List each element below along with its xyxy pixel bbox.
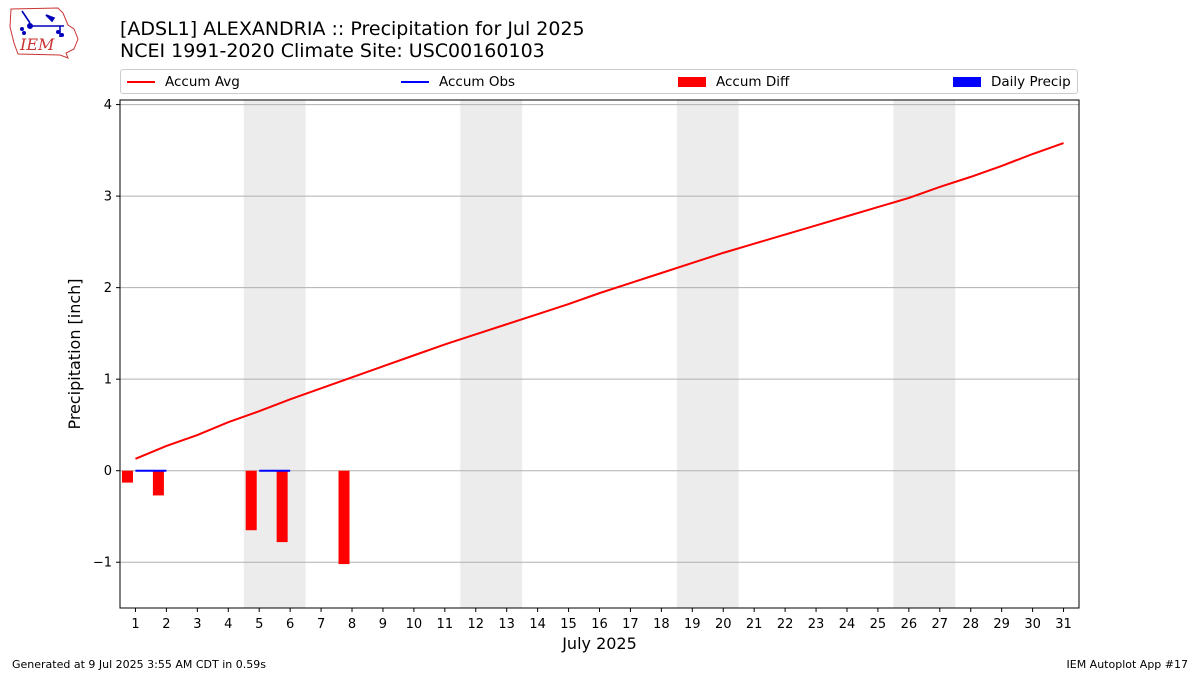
legend-item-accum-obs: Accum Obs bbox=[401, 70, 515, 93]
x-tick-label: 6 bbox=[286, 617, 294, 632]
x-tick-label: 10 bbox=[406, 617, 423, 632]
legend-swatch bbox=[678, 76, 706, 87]
legend-label: Daily Precip bbox=[991, 73, 1071, 90]
x-tick-label: 8 bbox=[348, 617, 356, 632]
x-tick-label: 26 bbox=[901, 617, 918, 632]
y-tick-label: 2 bbox=[104, 281, 112, 296]
generated-footer: Generated at 9 Jul 2025 3:55 AM CDT in 0… bbox=[12, 658, 266, 671]
weekend-band bbox=[243, 100, 306, 608]
x-tick-label: 27 bbox=[932, 617, 949, 632]
logo-text: IEM bbox=[19, 35, 55, 54]
legend-item-daily-precip: Daily Precip bbox=[953, 70, 1071, 93]
x-tick-label: 3 bbox=[193, 617, 201, 632]
diff-bar bbox=[121, 470, 133, 483]
x-tick-label: 21 bbox=[746, 617, 763, 632]
accum-avg-line bbox=[135, 142, 1064, 460]
x-tick-label: 16 bbox=[591, 617, 608, 632]
x-tick-label: 9 bbox=[379, 617, 387, 632]
x-tick-label: 15 bbox=[560, 617, 577, 632]
y-tick-label: −1 bbox=[93, 556, 112, 571]
legend-label: Accum Diff bbox=[716, 73, 790, 90]
x-tick-label: 31 bbox=[1055, 617, 1072, 632]
x-tick-label: 20 bbox=[715, 617, 732, 632]
chart-title: [ADSL1] ALEXANDRIA :: Precipitation for … bbox=[120, 18, 585, 40]
x-tick-label: 4 bbox=[224, 617, 232, 632]
x-tick-label: 23 bbox=[808, 617, 825, 632]
x-tick-label: 19 bbox=[684, 617, 701, 632]
legend-swatch bbox=[953, 76, 981, 87]
y-tick-label: 1 bbox=[104, 373, 112, 388]
x-tick-label: 17 bbox=[622, 617, 639, 632]
iem-logo: IEM bbox=[9, 7, 79, 59]
x-tick-label: 29 bbox=[993, 617, 1010, 632]
x-tick-label: 13 bbox=[498, 617, 515, 632]
app-footer: IEM Autoplot App #17 bbox=[1066, 658, 1189, 671]
x-axis-label: July 2025 bbox=[561, 634, 637, 653]
y-axis-label: Precipitation [inch] bbox=[65, 278, 84, 429]
diff-bar bbox=[245, 470, 257, 531]
x-tick-label: 22 bbox=[777, 617, 794, 632]
x-tick-label: 18 bbox=[653, 617, 670, 632]
y-tick-label: 4 bbox=[104, 98, 112, 113]
diff-bar bbox=[338, 470, 350, 565]
weekend-band bbox=[460, 100, 523, 608]
legend: Accum Avg Accum Obs Accum Diff Daily Pre… bbox=[120, 69, 1078, 94]
legend-swatch bbox=[127, 80, 155, 83]
diff-bar bbox=[152, 470, 164, 496]
x-tick-label: 11 bbox=[437, 617, 454, 632]
weekend-band bbox=[893, 100, 956, 608]
plot-frame bbox=[119, 99, 1080, 609]
x-tick-label: 30 bbox=[1024, 617, 1041, 632]
x-tick-label: 12 bbox=[467, 617, 484, 632]
y-tick-label: 3 bbox=[104, 190, 112, 205]
chart-subtitle: NCEI 1991-2020 Climate Site: USC00160103 bbox=[120, 40, 545, 62]
x-tick-label: 2 bbox=[162, 617, 170, 632]
weekend-band bbox=[676, 100, 739, 608]
legend-label: Accum Avg bbox=[165, 73, 240, 90]
x-tick-label: 7 bbox=[317, 617, 325, 632]
x-tick-label: 1 bbox=[131, 617, 139, 632]
x-tick-label: 24 bbox=[839, 617, 856, 632]
legend-swatch bbox=[401, 80, 429, 83]
x-tick-label: 25 bbox=[870, 617, 887, 632]
legend-item-accum-diff: Accum Diff bbox=[678, 70, 789, 93]
x-tick-label: 5 bbox=[255, 617, 263, 632]
legend-label: Accum Obs bbox=[439, 73, 516, 90]
x-tick-label: 14 bbox=[529, 617, 546, 632]
x-tick-label: 28 bbox=[962, 617, 979, 632]
y-tick-label: 0 bbox=[104, 464, 112, 479]
diff-bar bbox=[276, 470, 288, 543]
legend-item-accum-avg: Accum Avg bbox=[127, 70, 240, 93]
